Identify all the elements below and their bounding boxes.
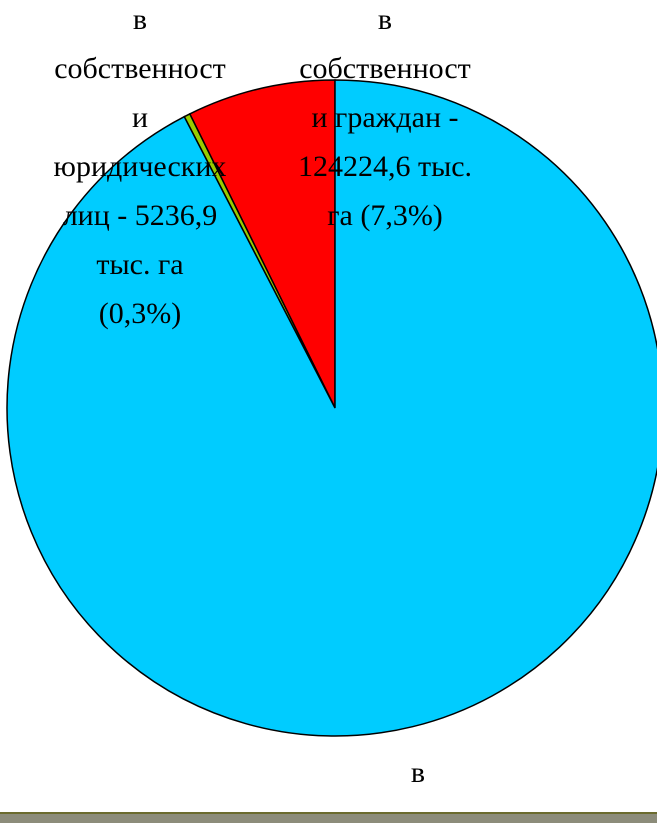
- slice-label: собственност: [299, 52, 471, 85]
- slice-label: юридических: [54, 150, 227, 183]
- pie-slice: [188, 79, 336, 409]
- pie-slice: [6, 79, 657, 737]
- slice-label: (0,3%): [99, 297, 181, 330]
- slice-label: в: [133, 3, 147, 36]
- slice-label: и: [132, 101, 148, 134]
- slice-label: лиц - 5236,9: [63, 199, 218, 232]
- slice-label: и граждан -: [311, 101, 458, 134]
- slice-label: собственност: [54, 52, 226, 85]
- slice-label: в: [378, 3, 392, 36]
- slice-label: 124224,6 тыс.: [298, 150, 472, 183]
- slice-label: га (7,3%): [327, 199, 443, 232]
- slice-label: в: [411, 756, 425, 789]
- footer-bar: [0, 813, 657, 823]
- slice-label: тыс. га: [96, 248, 183, 281]
